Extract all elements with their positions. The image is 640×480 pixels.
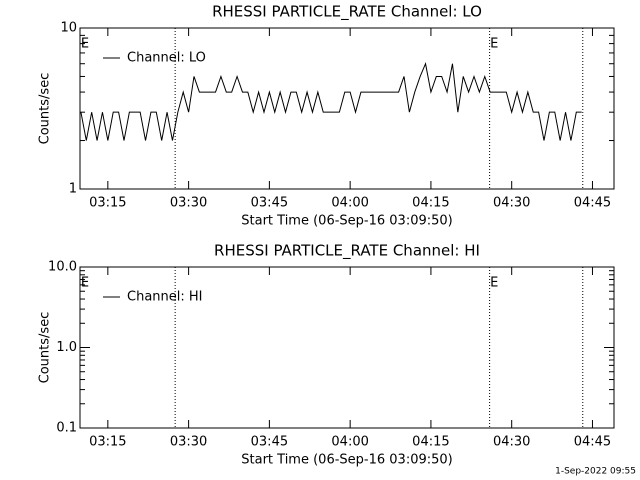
annotation: E: [81, 37, 89, 52]
plot-frame: [79, 27, 615, 190]
legend-label: Channel: LO: [127, 51, 206, 66]
x-tick-label: 04:00: [331, 435, 368, 450]
data-line: [80, 62, 582, 141]
x-tick-label: 04:15: [412, 196, 449, 211]
x-tick-label: 03:15: [89, 435, 126, 450]
y-axis-label: Counts/sec: [38, 73, 53, 145]
x-axis-label: Start Time (06-Sep-16 03:09:50): [241, 453, 452, 468]
x-tick-label: 04:30: [493, 435, 530, 450]
chart-title: RHESSI PARTICLE_RATE Channel: LO: [212, 3, 482, 22]
y-tick-label: 1.0: [56, 340, 77, 355]
x-tick-label: 04:45: [574, 435, 611, 450]
y-tick-label: 1: [69, 182, 77, 197]
y-tick-label: 0.1: [56, 421, 77, 436]
x-tick-label: 03:15: [89, 196, 126, 211]
x-tick-label: 04:45: [574, 196, 611, 211]
annotation: E: [490, 37, 498, 52]
chart-title: RHESSI PARTICLE_RATE Channel: HI: [214, 242, 480, 261]
x-tick-label: 04:15: [412, 435, 449, 450]
annotation: E: [490, 276, 498, 291]
y-tick-label: 10.0: [48, 260, 77, 275]
x-tick-label: 03:45: [251, 435, 288, 450]
x-tick-label: 03:30: [170, 196, 207, 211]
x-axis-label: Start Time (06-Sep-16 03:09:50): [241, 214, 452, 229]
x-tick-label: 04:00: [331, 196, 368, 211]
x-tick-label: 03:30: [170, 435, 207, 450]
footer: 1-Sep-2022 09:55: [555, 467, 636, 477]
y-tick-label: 10: [60, 21, 77, 36]
annotation: E: [81, 276, 89, 291]
x-tick-label: 03:45: [251, 196, 288, 211]
legend-label: Channel: HI: [127, 290, 203, 305]
y-axis-label: Counts/sec: [38, 312, 53, 384]
x-tick-label: 04:30: [493, 196, 530, 211]
